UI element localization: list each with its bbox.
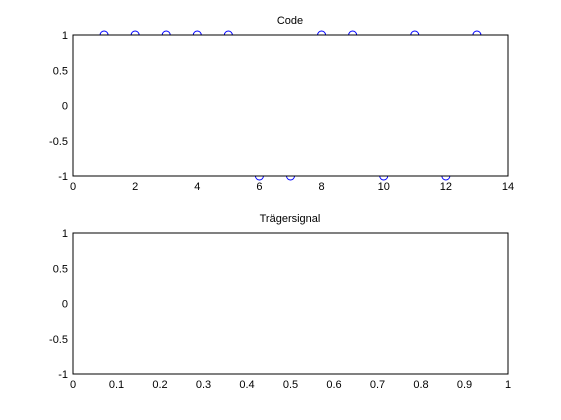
carrier-ytick-label: -1 (58, 369, 68, 381)
code-axes: Code 0 2 4 6 8 10 12 14 -1 -0.5 0 0.5 1 (49, 15, 514, 193)
code-ytick-label: 1 (62, 30, 68, 42)
code-axes-frame (72, 34, 509, 177)
carrier-title: Trägersignal (260, 213, 321, 225)
carrier-ytick-label: 0.5 (53, 263, 68, 275)
carrier-xtick-label: 0.7 (370, 379, 385, 391)
carrier-axes-frame (72, 232, 509, 375)
carrier-ytick-label: -0.5 (49, 334, 68, 346)
carrier-xtick-label: 1 (505, 379, 511, 391)
carrier-xtick-label: 0.6 (326, 379, 341, 391)
carrier-xtick-label: 0.5 (283, 379, 298, 391)
code-ytick-label: 0 (62, 101, 68, 113)
carrier-xtick-label: 0.4 (239, 379, 254, 391)
code-xtick-label: 2 (132, 181, 138, 193)
code-xtick-label: 0 (70, 181, 76, 193)
code-ytick-label: -1 (58, 171, 68, 183)
carrier-xtick-label: 0.8 (413, 379, 428, 391)
code-xtick-label: 6 (256, 181, 262, 193)
carrier-xtick-label: 0.3 (196, 379, 211, 391)
code-ytick-label: 0.5 (53, 65, 68, 77)
code-xtick-label: 14 (502, 181, 514, 193)
code-xtick-label: 12 (440, 181, 452, 193)
carrier-xtick-label: 0.9 (457, 379, 472, 391)
carrier-xtick-label: 0.2 (152, 379, 167, 391)
carrier-ytick-label: 0 (62, 299, 68, 311)
code-xtick-label: 4 (194, 181, 200, 193)
code-xtick-label: 8 (319, 181, 325, 193)
carrier-ytick-label: 1 (62, 228, 68, 240)
carrier-xtick-label: 0.1 (109, 379, 124, 391)
code-xtick-label: 10 (378, 181, 390, 193)
code-title: Code (277, 15, 303, 27)
carrier-xtick-label: 0 (70, 379, 76, 391)
code-ytick-label: -0.5 (49, 136, 68, 148)
carrier-axes: Trägersignal 0 0.1 0.2 0.3 0.4 0.5 0.6 0.7 0.8 0.… (49, 213, 511, 391)
